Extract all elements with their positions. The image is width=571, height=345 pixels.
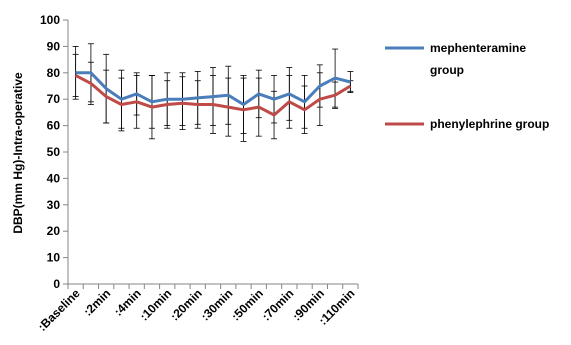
x-tick-label: :50min: [229, 286, 266, 323]
y-tick-label: 70: [47, 92, 61, 106]
legend-label: mephenteramine group: [430, 41, 526, 77]
y-tick-label: 50: [47, 145, 61, 159]
y-tick-label: 90: [47, 39, 61, 53]
x-tick-label: :10min: [137, 286, 174, 323]
y-tick-label: 10: [47, 251, 61, 265]
y-tick-label: 40: [47, 171, 61, 185]
series-line: [75, 71, 351, 106]
x-tick-label: :30min: [198, 286, 235, 323]
series-line: [74, 74, 352, 117]
y-axis-title-group: DBP(mm Hg)-Intra-operative: [11, 72, 25, 234]
x-tick-label: :20min: [168, 286, 205, 323]
legend-label: phenylephrine group: [430, 117, 549, 131]
y-axis-title: DBP(mm Hg)-Intra-operative: [11, 72, 25, 234]
x-tick-label: :70min: [259, 286, 296, 323]
y-tick-label: 80: [47, 66, 61, 80]
plot-area: 0102030405060708090100:Baseline:2min:4mi…: [35, 13, 359, 334]
y-tick-label: 100: [40, 13, 60, 27]
y-tick-label: 60: [47, 119, 61, 133]
legend: mephenteramine group phenylephrine group: [385, 41, 549, 131]
y-tick-label: 0: [53, 277, 60, 291]
y-tick-label: 20: [47, 224, 61, 238]
x-tick-label: :2min: [81, 286, 114, 319]
y-tick-label: 30: [47, 198, 61, 212]
x-tick-label: :Baseline: [35, 286, 83, 334]
